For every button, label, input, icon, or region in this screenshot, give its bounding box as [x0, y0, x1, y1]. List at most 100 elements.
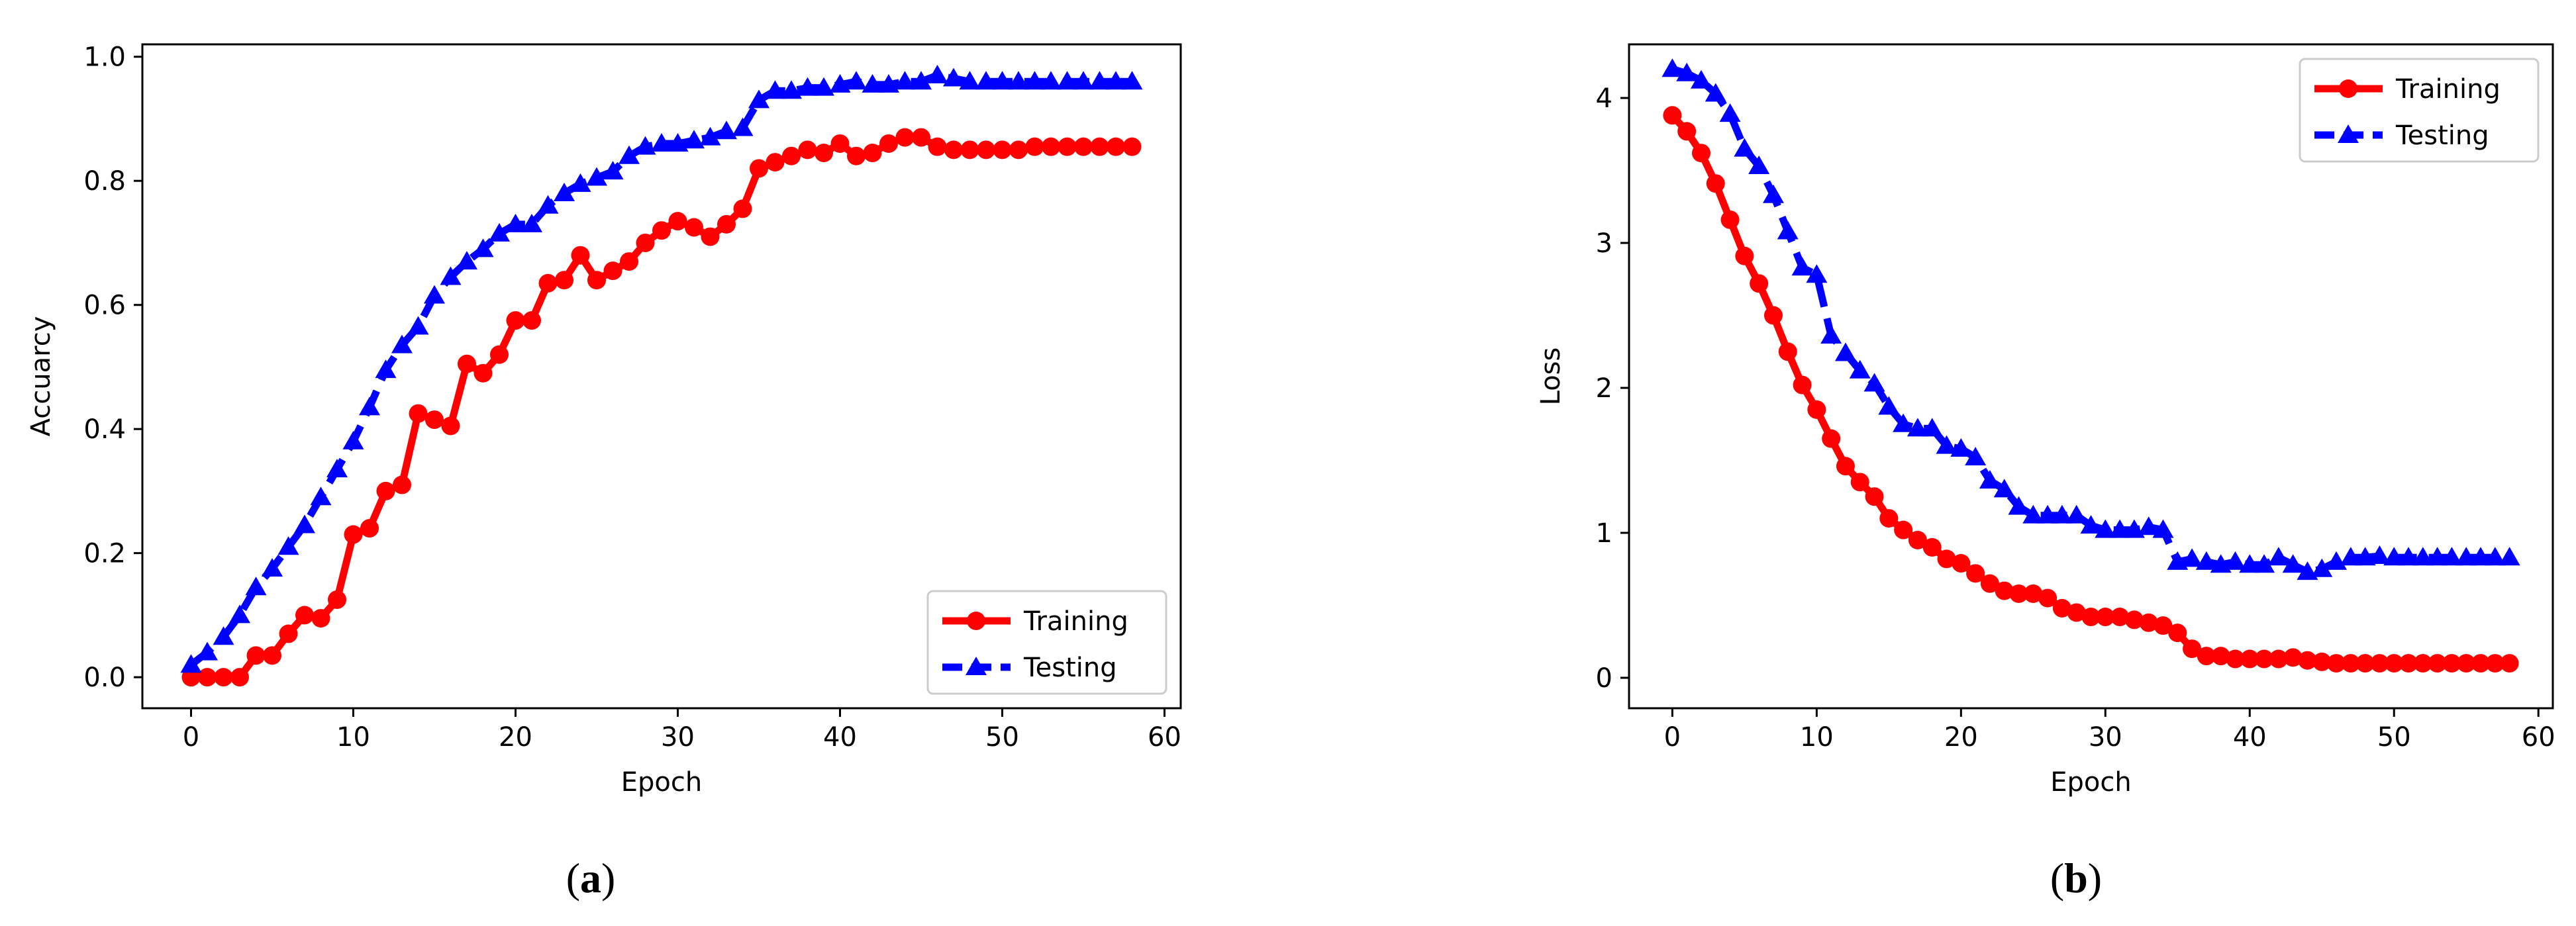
data-point	[2428, 654, 2447, 673]
data-point	[246, 646, 266, 665]
data-point	[1777, 220, 1799, 240]
data-point	[2398, 547, 2420, 566]
data-point	[1676, 62, 1698, 81]
data-point	[1691, 144, 1710, 163]
legend-marker	[967, 612, 985, 630]
data-point	[652, 221, 671, 240]
data-point	[1834, 342, 1856, 361]
data-point	[750, 159, 768, 178]
chart-b: 0 10 20 30 40 50 60 0 1 2 3 4 Epoch Loss Training Testi…	[1536, 43, 2555, 798]
x-tick-label: 30	[661, 722, 695, 753]
data-point	[1836, 457, 1855, 476]
data-point	[1121, 71, 1143, 90]
series-testing	[1661, 58, 2520, 580]
y-tick-label: 0	[1596, 663, 1612, 694]
data-point	[2340, 547, 2361, 566]
data-point	[571, 246, 590, 265]
data-point	[2138, 516, 2159, 535]
data-point	[2124, 610, 2144, 629]
data-point	[1950, 438, 1972, 457]
y-tick-label: 0.4	[83, 414, 126, 445]
data-point	[180, 654, 202, 673]
data-point	[375, 359, 397, 379]
data-point	[1661, 58, 1683, 77]
data-point	[716, 120, 737, 140]
data-point	[2067, 603, 2086, 622]
series-training	[181, 128, 1142, 687]
data-point	[668, 212, 687, 231]
data-point	[815, 144, 833, 163]
data-point	[634, 136, 656, 155]
x-tick-label: 20	[499, 722, 532, 753]
data-point	[245, 577, 267, 596]
series-training	[1663, 106, 2519, 673]
data-point	[1922, 537, 1942, 557]
data-point	[1009, 140, 1028, 160]
data-point	[2412, 547, 2434, 566]
y-axis-label: Loss	[1536, 347, 1566, 406]
data-point	[781, 80, 802, 99]
data-point	[198, 668, 217, 687]
data-point	[587, 271, 606, 290]
x-tick-label: 10	[1800, 722, 1834, 753]
data-point	[1894, 520, 1913, 539]
x-tick-label: 10	[336, 722, 370, 753]
data-point	[2080, 515, 2102, 534]
data-point	[2168, 624, 2187, 643]
data-point	[440, 266, 462, 285]
data-point	[1058, 137, 1077, 156]
data-point	[1024, 71, 1046, 90]
data-point	[1878, 396, 1900, 415]
data-point	[620, 252, 638, 271]
data-point	[2354, 547, 2376, 566]
data-point	[2283, 648, 2303, 667]
legend-label: Testing	[1023, 653, 1117, 683]
data-point	[926, 64, 948, 83]
y-tick-label: 0.2	[83, 539, 126, 569]
data-point	[262, 558, 283, 577]
data-point	[2499, 547, 2520, 566]
data-point	[2224, 551, 2246, 570]
data-point	[2311, 558, 2333, 577]
data-point	[2110, 608, 2130, 627]
legend-label: Testing	[2395, 120, 2489, 151]
data-point	[2383, 547, 2405, 566]
data-point	[2037, 504, 2059, 524]
data-point	[294, 514, 315, 533]
panel-caption-a: (a)	[566, 855, 616, 902]
data-point	[1090, 137, 1109, 156]
data-point	[490, 345, 509, 364]
data-point	[359, 396, 380, 416]
data-point	[2426, 547, 2448, 566]
data-point	[619, 145, 640, 164]
data-point	[602, 161, 624, 180]
y-tick-label: 4	[1596, 83, 1612, 114]
data-point	[2399, 654, 2418, 673]
data-point	[1734, 138, 1756, 157]
data-point	[2254, 554, 2275, 573]
data-point	[991, 71, 1013, 90]
data-point	[2226, 649, 2245, 669]
x-tick-label: 30	[2089, 722, 2122, 753]
data-point	[2240, 649, 2259, 669]
data-point	[943, 68, 964, 87]
data-point	[2008, 496, 2030, 515]
data-point	[748, 89, 769, 109]
data-point	[214, 668, 233, 687]
data-point	[1719, 103, 1741, 122]
data-point	[277, 536, 299, 555]
data-point	[1952, 554, 1971, 573]
data-point	[813, 77, 834, 96]
data-point	[2442, 654, 2461, 673]
data-point	[344, 525, 363, 544]
data-point	[2081, 608, 2101, 627]
data-point	[1778, 342, 1797, 361]
data-point	[409, 404, 428, 423]
data-point	[2484, 547, 2506, 566]
data-point	[1056, 71, 1078, 90]
data-point	[1806, 264, 1828, 283]
data-point	[342, 430, 364, 449]
data-point	[1980, 574, 1999, 593]
data-point	[1008, 71, 1029, 90]
data-point	[1690, 69, 1712, 89]
